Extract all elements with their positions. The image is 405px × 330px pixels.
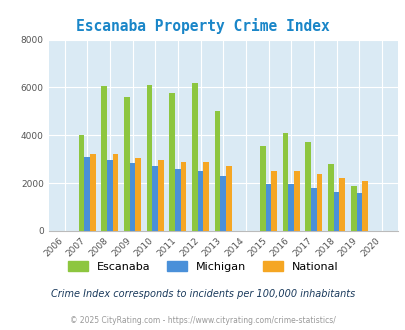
Bar [310,188,316,231]
Bar [90,154,96,231]
Bar [220,176,226,231]
Bar [271,171,277,231]
Bar [135,158,141,231]
Bar [124,97,130,231]
Text: Crime Index corresponds to incidents per 100,000 inhabitants: Crime Index corresponds to incidents per… [51,289,354,299]
Bar [113,154,118,231]
Bar [265,184,271,231]
Bar [107,160,113,231]
Bar [197,171,203,231]
Bar [333,191,339,231]
Bar [226,166,231,231]
Bar [339,178,344,231]
Bar [180,162,186,231]
Bar [260,146,265,231]
Bar [305,143,310,231]
Bar [361,181,367,231]
Text: Escanaba Property Crime Index: Escanaba Property Crime Index [76,18,329,34]
Bar [356,193,361,231]
Legend: Escanaba, Michigan, National: Escanaba, Michigan, National [63,256,342,276]
Bar [350,185,356,231]
Bar [130,163,135,231]
Bar [147,85,152,231]
Bar [214,112,220,231]
Bar [327,164,333,231]
Bar [288,184,294,231]
Bar [152,166,158,231]
Bar [282,133,288,231]
Bar [84,157,90,231]
Bar [101,86,107,231]
Bar [294,171,299,231]
Bar [158,160,163,231]
Text: © 2025 CityRating.com - https://www.cityrating.com/crime-statistics/: © 2025 CityRating.com - https://www.city… [70,315,335,325]
Bar [175,169,180,231]
Bar [79,135,84,231]
Bar [203,162,209,231]
Bar [169,93,175,231]
Bar [316,174,322,231]
Bar [192,83,197,231]
